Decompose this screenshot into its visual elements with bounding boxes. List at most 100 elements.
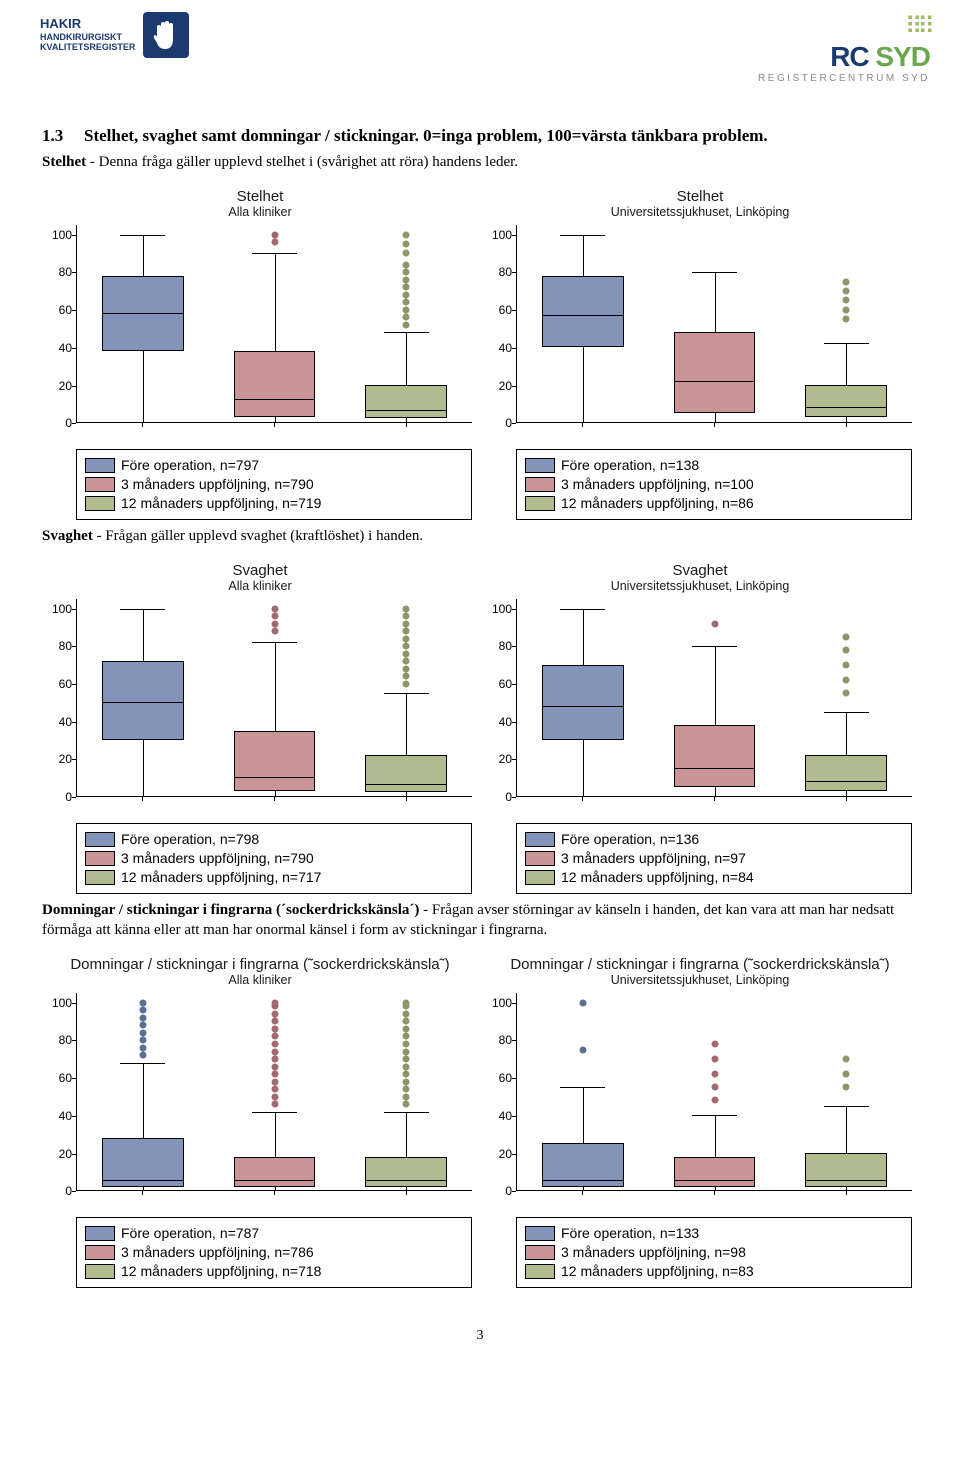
plot-frame: 020406080100 [42, 595, 478, 815]
outlier-point [271, 1048, 278, 1055]
box [102, 661, 184, 740]
legend-label: Före operation, n=133 [561, 1224, 699, 1243]
cap-high [252, 253, 297, 254]
legend-swatch [525, 496, 555, 511]
outlier-point [843, 661, 850, 668]
x-tick-mark [406, 797, 407, 801]
y-tick-label: 80 [42, 265, 72, 279]
median-line [366, 784, 446, 785]
outlier-point [403, 680, 410, 687]
section-heading: 1.3Stelhet, svaghet samt domningar / sti… [42, 126, 918, 146]
outlier-point [271, 628, 278, 635]
chart: Domningar / stickningar i fingrarna (˜so… [482, 954, 918, 1288]
legend: Före operation, n=1333 månaders uppföljn… [516, 1217, 912, 1288]
y-tick-mark [512, 1191, 516, 1192]
plot-area [516, 993, 912, 1191]
y-tick-label: 80 [482, 265, 512, 279]
legend-swatch [85, 851, 115, 866]
legend-item: 12 månaders uppföljning, n=719 [85, 494, 463, 513]
x-tick-mark [142, 797, 143, 801]
outlier-point [271, 620, 278, 627]
median-line [103, 313, 183, 314]
cap-high [560, 235, 605, 236]
chart: SvaghetUniversitetssjukhuset, Linköping0… [482, 560, 918, 894]
cap-high [384, 332, 429, 333]
y-tick-label: 20 [42, 752, 72, 766]
plot-frame: 020406080100 [482, 989, 918, 1209]
row-domningar: Domningar / stickningar i fingrarna (˜so… [42, 954, 918, 1288]
outlier-point [271, 1093, 278, 1100]
y-tick-label: 40 [42, 1109, 72, 1123]
x-tick-mark [582, 797, 583, 801]
chart-title: Stelhet [482, 188, 918, 205]
median-line [675, 1180, 755, 1181]
legend-label: 3 månaders uppföljning, n=97 [561, 849, 746, 868]
outlier-point [139, 1044, 146, 1051]
plot-area [76, 599, 472, 797]
cap-low [560, 422, 605, 423]
median-line [543, 706, 623, 707]
cap-high [560, 1087, 605, 1088]
cap-high [120, 235, 165, 236]
median-line [235, 777, 315, 778]
outlier-point [843, 297, 850, 304]
outlier-point [139, 1022, 146, 1029]
legend-swatch [525, 477, 555, 492]
page-number: 3 [42, 1328, 918, 1344]
x-tick-mark [846, 797, 847, 801]
cap-low [384, 1190, 429, 1191]
x-tick-mark [582, 1191, 583, 1195]
legend-item: 12 månaders uppföljning, n=84 [525, 868, 903, 887]
legend: Före operation, n=7973 månaders uppföljn… [76, 449, 472, 520]
legend-swatch [85, 477, 115, 492]
y-tick-label: 20 [482, 1147, 512, 1161]
row-stelhet: StelhetAlla kliniker020406080100Före ope… [42, 186, 918, 520]
outlier-point [843, 287, 850, 294]
cap-low [692, 422, 737, 423]
y-tick-label: 40 [42, 341, 72, 355]
x-tick-mark [714, 1191, 715, 1195]
y-tick-label: 80 [42, 639, 72, 653]
outlier-point [271, 613, 278, 620]
legend-item: Före operation, n=136 [525, 830, 903, 849]
y-tick-label: 100 [482, 996, 512, 1010]
plot-area [516, 225, 912, 423]
outlier-point [403, 605, 410, 612]
box [102, 1138, 184, 1187]
box [234, 731, 316, 791]
outlier-point [403, 1078, 410, 1085]
y-tick-label: 0 [42, 1184, 72, 1198]
legend-item: Före operation, n=787 [85, 1224, 463, 1243]
cap-high [384, 1112, 429, 1113]
outlier-point [711, 1056, 718, 1063]
box [365, 385, 447, 419]
legend-swatch [85, 1226, 115, 1241]
outlier-point [271, 1010, 278, 1017]
plot-frame: 020406080100 [42, 221, 478, 441]
median-line [675, 768, 755, 769]
hakir-line1: HAKIR [40, 17, 135, 32]
y-tick-label: 60 [42, 677, 72, 691]
y-tick-mark [72, 423, 76, 424]
outlier-point [139, 1014, 146, 1021]
outlier-point [843, 278, 850, 285]
cap-low [824, 796, 869, 797]
x-tick-mark [714, 423, 715, 427]
cap-low [384, 422, 429, 423]
y-tick-label: 100 [482, 602, 512, 616]
outlier-point [403, 299, 410, 306]
y-tick-label: 100 [42, 602, 72, 616]
legend-item: 3 månaders uppföljning, n=790 [85, 849, 463, 868]
outlier-point [403, 291, 410, 298]
hakir-line3: KVALITETSREGISTER [40, 42, 135, 52]
chart-subtitle: Universitetssjukhuset, Linköping [482, 579, 918, 593]
x-tick-mark [846, 423, 847, 427]
plot-frame: 020406080100 [42, 989, 478, 1209]
y-tick-label: 100 [42, 996, 72, 1010]
y-tick-mark [72, 1191, 76, 1192]
x-tick-mark [274, 423, 275, 427]
x-tick-mark [142, 423, 143, 427]
legend-label: 3 månaders uppföljning, n=790 [121, 475, 314, 494]
legend-item: 12 månaders uppföljning, n=83 [525, 1262, 903, 1281]
cap-low [560, 1190, 605, 1191]
